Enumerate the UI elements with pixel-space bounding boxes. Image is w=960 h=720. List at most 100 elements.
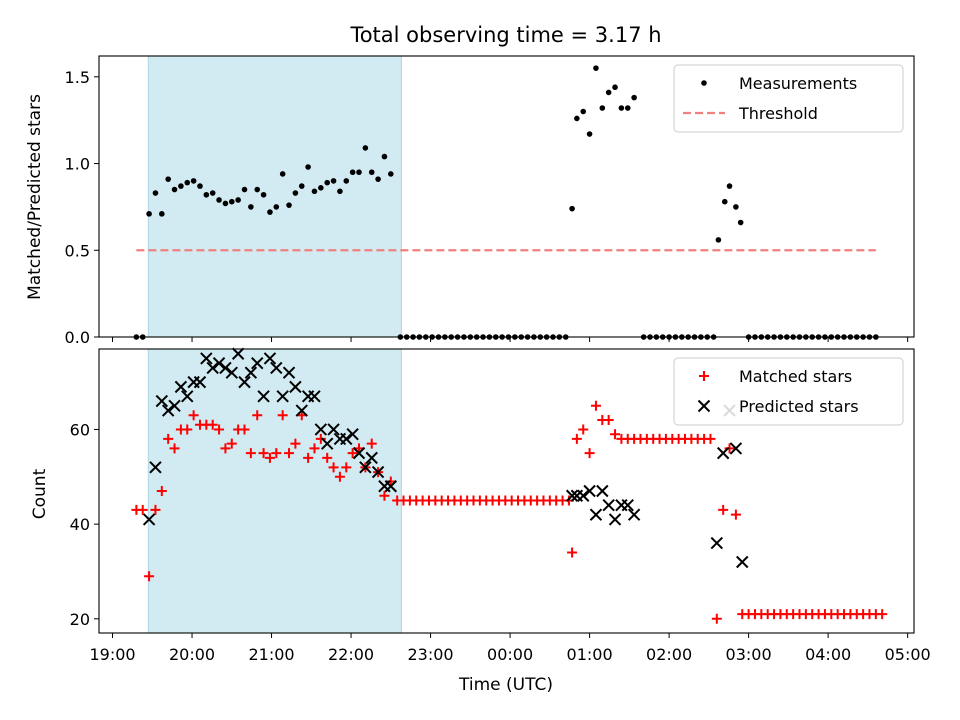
matched-star-point [264,452,275,463]
legend-box [673,357,904,426]
matched-star-point [303,452,314,463]
predicted-star-point [365,451,378,465]
measurement-point [260,191,267,198]
matched-star-point [315,433,326,444]
predicted-star-point [340,432,353,446]
matched-star-point [182,424,193,435]
predicted-star-point [729,442,743,455]
x-tick-label: 05:00 [885,645,931,664]
predicted-star-point [225,366,238,379]
measurement-point [605,89,612,96]
predicted-star-point [155,394,169,408]
x-tick-label: 04:00 [805,645,851,664]
measurement-point [184,179,191,186]
measurement-point [165,176,171,182]
measurement-point [388,171,394,177]
x-tick-label: 00:00 [487,645,533,664]
predicted-star-point [565,489,579,502]
predicted-star-point [161,404,175,417]
predicted-star-point [621,498,634,512]
legend-predicted-swatch [697,399,711,413]
legend-measurement-swatch [701,80,707,86]
predicted-star-point [212,356,226,370]
matched-star-point [347,448,358,459]
predicted-star-point [244,366,258,379]
y-tick-label: 1.0 [65,155,90,174]
legend-label: Matched stars [739,367,852,386]
predicted-star-point [149,461,162,474]
measurement-point [203,191,210,198]
matched-star-point [271,448,282,459]
matched-star-point [137,504,148,515]
measurement-point [178,183,184,189]
measurement-point [381,153,388,160]
predicted-star-point [263,352,277,365]
measurement-point [273,204,280,210]
matched-star-point [322,452,333,463]
legend-box [673,64,904,133]
matched-star-point [718,504,729,515]
measurement-point [324,179,331,186]
predicted-star-point [206,361,219,375]
predicted-star-point [327,423,340,436]
matched-star-point [252,410,263,421]
ratio-panel: 0.0 0.5 1.0 1.5 Measurements Threshold [65,55,915,347]
axes-frame [98,55,915,338]
predicted-star-point [289,380,302,394]
matched-star-point [578,424,589,435]
measurement-point [267,209,273,215]
matched-star-point [284,448,295,459]
x-tick-label: 20:00 [169,645,215,664]
measurement-point [375,176,381,182]
measurement-point [209,190,216,196]
measurement-point [618,105,625,111]
predicted-star-point [736,555,749,569]
measurement-point [569,205,575,212]
measurement-point [222,200,229,207]
measurement-point [197,183,203,189]
x-tick-label: 22:00 [328,645,374,664]
matched-star-point [711,613,722,624]
measurement-point [298,183,305,189]
x-axis-label: Time (UTC) [458,675,553,695]
matched-star-point [258,448,269,459]
y-tick-label: 60 [70,420,90,439]
predicted-star-point [193,375,207,389]
x-tick-label: 23:00 [408,645,454,664]
measurement-point [190,178,197,184]
observing-window-span [147,55,402,338]
measurement-point [159,211,165,217]
measurement-point [631,94,637,101]
measurement-point [624,105,631,111]
predicted-star-point [602,498,615,512]
matched-star-point [584,448,595,459]
matched-star-point [163,433,174,444]
y-tick-label: 0.0 [65,328,90,347]
measurement-point [362,145,369,151]
matched-star-point [724,443,735,454]
measurement-point [235,197,241,203]
predicted-star-point [219,361,232,375]
matched-star-point [877,609,888,620]
measurement-point [330,178,337,184]
matched-star-point [341,462,352,473]
matched-star-point [207,419,218,430]
measurement-point [733,204,739,210]
predicted-star-point [577,489,590,502]
predicted-star-point [346,427,359,441]
matched-star-point [610,429,621,440]
matched-star-point [590,400,601,411]
predicted-star-point [320,437,334,450]
measurement-point [216,197,222,203]
observing-window-span [147,348,402,634]
matched-star-point [169,443,180,454]
predicted-star-point [596,484,609,498]
x-tick-label: 19:00 [89,645,135,664]
predicted-star-point [257,390,270,403]
x-tick-label: 02:00 [646,645,692,664]
matched-star-point [705,433,716,444]
predicted-star-point [231,347,245,360]
predicted-star-point [608,513,622,526]
x-tick-label: 01:00 [567,645,613,664]
